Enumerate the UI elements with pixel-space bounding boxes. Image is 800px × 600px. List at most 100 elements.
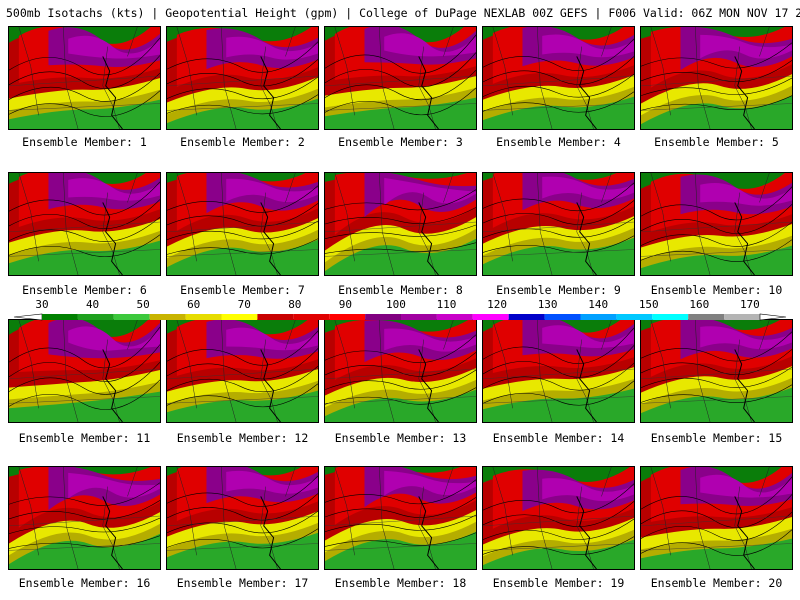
member-number: 7 (297, 283, 305, 297)
ensemble-member-label: Ensemble Member: 11 (6, 431, 163, 445)
member-label-prefix: Ensemble Member: (650, 283, 769, 297)
colorbar-tick-label: 90 (338, 298, 352, 311)
member-number: 20 (768, 576, 783, 590)
ensemble-member-map (166, 466, 319, 570)
ensemble-member-map (324, 466, 477, 570)
member-label-prefix: Ensemble Member: (492, 431, 611, 445)
colorbar-swatch (508, 314, 545, 320)
member-number: 9 (613, 283, 621, 297)
ensemble-member-label: Ensemble Member: 3 (322, 135, 479, 149)
colorbar-swatch (113, 314, 150, 320)
member-label-prefix: Ensemble Member: (180, 135, 298, 149)
member-label-prefix: Ensemble Member: (334, 576, 453, 590)
member-number: 17 (294, 576, 309, 590)
ensemble-member-label: Ensemble Member: 19 (480, 576, 637, 590)
member-label-prefix: Ensemble Member: (176, 576, 295, 590)
colorbar-tick-label: 40 (85, 298, 100, 311)
colorbar-swatch (724, 314, 760, 320)
colorbar-tick-label: 70 (237, 298, 251, 311)
colorbar-tick-label: 30 (35, 298, 49, 311)
ensemble-member-map (482, 172, 635, 276)
ensemble-member-label: Ensemble Member: 7 (164, 283, 321, 297)
member-number: 15 (768, 431, 783, 445)
ensemble-member-map (8, 466, 161, 570)
member-number: 10 (768, 283, 783, 297)
colorbar-swatch (652, 314, 689, 320)
ensemble-member-label: Ensemble Member: 8 (322, 283, 479, 297)
colorbar-tick-label: 150 (638, 298, 659, 311)
colorbar-swatch (293, 314, 330, 320)
ensemble-member-map (482, 319, 635, 423)
member-label-prefix: Ensemble Member: (650, 576, 769, 590)
ensemble-member-map (640, 172, 793, 276)
member-number: 13 (452, 431, 467, 445)
member-label-prefix: Ensemble Member: (176, 431, 295, 445)
ensemble-member-map (8, 26, 161, 130)
ensemble-member-label: Ensemble Member: 15 (638, 431, 795, 445)
member-number: 11 (136, 431, 151, 445)
ensemble-member-label: Ensemble Member: 6 (6, 283, 163, 297)
colorbar-tick-label: 170 (739, 298, 760, 311)
member-number: 2 (297, 135, 305, 149)
colorbar-swatch (42, 314, 78, 320)
ensemble-member-map (8, 319, 161, 423)
colorbar-swatch (185, 314, 222, 320)
member-number: 14 (610, 431, 625, 445)
colorbar-swatch (472, 314, 509, 320)
member-label-prefix: Ensemble Member: (338, 135, 456, 149)
ensemble-member-label: Ensemble Member: 17 (164, 576, 321, 590)
member-label-prefix: Ensemble Member: (654, 135, 772, 149)
ensemble-member-label: Ensemble Member: 18 (322, 576, 479, 590)
ensemble-member-map (482, 26, 635, 130)
member-number: 4 (613, 135, 621, 149)
colorbar-tick-label: 50 (136, 298, 150, 311)
member-label-prefix: Ensemble Member: (334, 431, 453, 445)
ensemble-member-map (640, 466, 793, 570)
ensemble-member-label: Ensemble Member: 20 (638, 576, 795, 590)
colorbar-tick-label: 100 (386, 298, 406, 311)
colorbar-swatch (688, 314, 725, 320)
member-label-prefix: Ensemble Member: (650, 431, 769, 445)
member-label-prefix: Ensemble Member: (22, 135, 140, 149)
colorbar-swatch (401, 314, 437, 320)
member-number: 12 (294, 431, 309, 445)
colorbar-tick-label: 120 (487, 298, 507, 311)
colorbar-left-arrow (13, 313, 43, 321)
member-number: 1 (139, 135, 147, 149)
ensemble-member-label: Ensemble Member: 16 (6, 576, 163, 590)
colorbar-tick-label: 130 (537, 298, 558, 311)
member-number: 18 (452, 576, 467, 590)
colorbar-tick-label: 140 (588, 298, 609, 311)
member-number: 19 (610, 576, 625, 590)
member-label-prefix: Ensemble Member: (492, 576, 611, 590)
member-label-prefix: Ensemble Member: (180, 283, 298, 297)
colorbar-svg (13, 313, 787, 321)
colorbar-swatch (77, 314, 114, 320)
ensemble-member-label: Ensemble Member: 13 (322, 431, 479, 445)
member-number: 5 (771, 135, 779, 149)
member-label-prefix: Ensemble Member: (22, 283, 140, 297)
member-number: 16 (136, 576, 151, 590)
member-label-prefix: Ensemble Member: (496, 283, 614, 297)
colorbar-tick-label: 110 (436, 298, 457, 311)
ensemble-member-map (8, 172, 161, 276)
ensemble-member-label: Ensemble Member: 2 (164, 135, 321, 149)
colorbar-tick-label: 60 (187, 298, 201, 311)
member-label-prefix: Ensemble Member: (18, 431, 137, 445)
colorbar-swatch (365, 314, 401, 320)
ensemble-member-map (166, 319, 319, 423)
member-number: 3 (455, 135, 463, 149)
colorbar-tick-label: 80 (288, 298, 302, 311)
ensemble-member-map (324, 26, 477, 130)
ensemble-member-map (640, 319, 793, 423)
ensemble-member-map (640, 26, 793, 130)
ensemble-member-label: Ensemble Member: 12 (164, 431, 321, 445)
ensemble-member-label: Ensemble Member: 4 (480, 135, 637, 149)
member-number: 8 (455, 283, 463, 297)
colorbar-swatch (616, 314, 653, 320)
colorbar-swatch (221, 314, 258, 320)
member-number: 6 (139, 283, 147, 297)
member-label-prefix: Ensemble Member: (338, 283, 456, 297)
ensemble-member-map (324, 319, 477, 423)
colorbar-swatch (436, 314, 473, 320)
